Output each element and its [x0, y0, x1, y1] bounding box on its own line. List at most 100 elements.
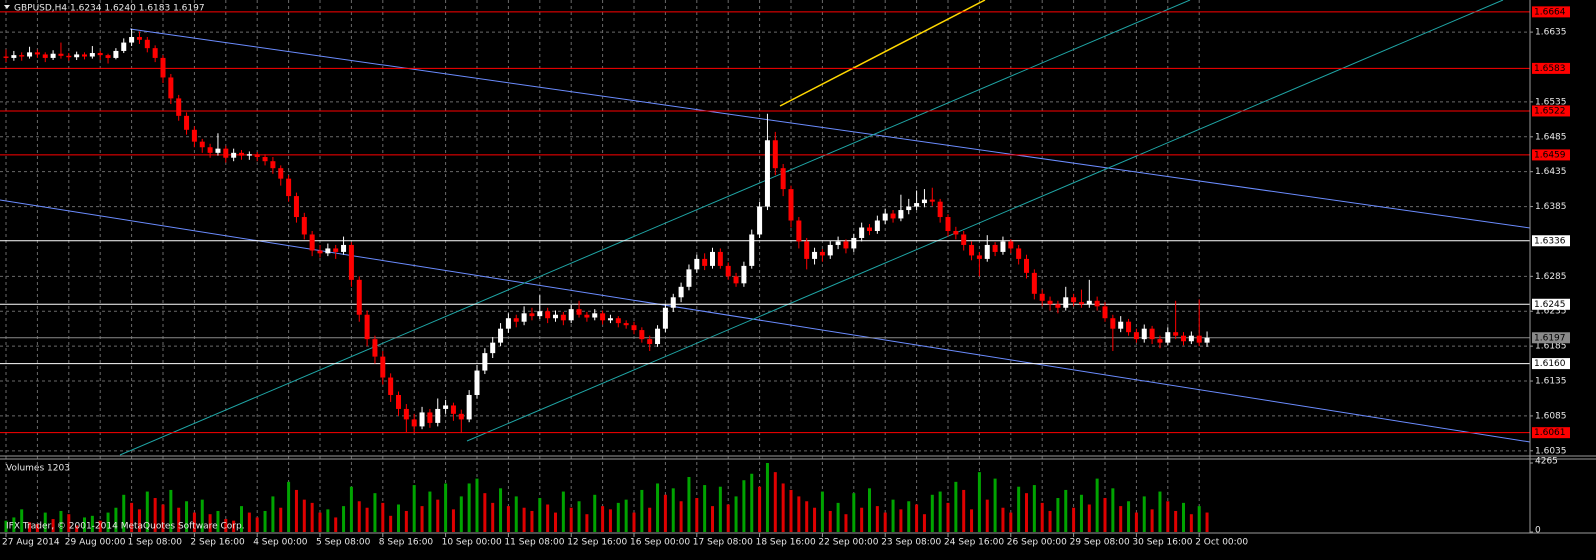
volume-bar — [59, 510, 63, 532]
x-tick-label: 26 Sep 00:00 — [1007, 538, 1067, 548]
volume-bar — [608, 509, 612, 532]
level-label-box — [1532, 298, 1570, 310]
candle-body — [1031, 272, 1037, 294]
candle-body — [812, 251, 818, 259]
y-tick-label: 1.6235 — [1535, 307, 1567, 317]
candle-body — [317, 250, 323, 254]
candle-body — [97, 53, 103, 56]
level-label-box — [1532, 332, 1570, 344]
volume-bar — [687, 476, 691, 532]
volume-bar — [216, 510, 220, 532]
x-tick-label: 12 Sep 16:00 — [567, 538, 627, 548]
candle-body — [388, 377, 394, 395]
volume-bar — [334, 517, 338, 532]
candle-body — [50, 53, 56, 58]
candle-body — [262, 157, 268, 162]
candle-body — [584, 314, 590, 318]
candle-body — [1188, 335, 1194, 342]
level-label-box — [1532, 427, 1570, 439]
candle-body — [749, 234, 755, 266]
candle-body — [725, 265, 731, 277]
candle-body — [741, 265, 747, 284]
candle-body — [545, 311, 551, 319]
volume-bar — [561, 491, 565, 532]
candle-body — [450, 405, 456, 414]
volume-bar — [1103, 498, 1107, 532]
volume-bar — [616, 502, 620, 532]
candle-body — [246, 154, 252, 156]
volume-bar — [192, 512, 196, 532]
candle-body — [105, 55, 111, 58]
candle-body — [576, 309, 582, 315]
candle-body — [1133, 332, 1139, 340]
volume-bar — [836, 502, 840, 532]
candle-body — [560, 314, 566, 321]
x-tick-label: 29 Aug 00:00 — [65, 538, 126, 548]
volume-tick-label: 0 — [1535, 526, 1541, 536]
volume-bar — [773, 472, 777, 532]
volume-bar — [279, 507, 283, 532]
level-label-box — [1532, 6, 1570, 18]
candle-body — [396, 394, 401, 409]
volume-bar — [130, 502, 134, 532]
candle-body — [529, 313, 535, 317]
volume-bar — [546, 504, 550, 532]
volume-bar — [1189, 514, 1193, 532]
volume-bar — [962, 489, 966, 532]
candle-body — [553, 314, 558, 319]
x-tick-label: 22 Sep 00:00 — [818, 538, 878, 548]
volume-bar — [491, 502, 495, 532]
channel-line — [466, 0, 1504, 442]
candle-body — [199, 141, 205, 148]
volume-bar — [930, 494, 934, 532]
volume-bar — [1009, 512, 1013, 532]
volume-bar — [593, 494, 597, 532]
candle-body — [890, 213, 896, 219]
volume-bar — [137, 509, 141, 532]
level-label-box — [1532, 105, 1570, 117]
x-tick-label: 27 Aug 2014 — [2, 538, 60, 548]
volume-bar — [522, 507, 526, 532]
candle-body — [1047, 300, 1053, 305]
volume-bar — [938, 491, 942, 532]
volume-bar — [381, 502, 385, 532]
x-tick-label: 8 Sep 16:00 — [379, 538, 434, 548]
level-label: 1.6061 — [1534, 428, 1566, 438]
candle-body — [129, 36, 135, 43]
x-tick-label: 2 Sep 16:00 — [190, 538, 245, 548]
candle-body — [403, 408, 409, 420]
candle-body — [42, 54, 48, 58]
candle-body — [356, 279, 362, 315]
volume-bar — [711, 506, 714, 532]
volume-bar — [263, 510, 267, 532]
candle-body — [333, 248, 339, 252]
candle-body — [953, 230, 959, 235]
volume-bar — [287, 481, 291, 532]
candle-body — [191, 129, 197, 142]
volume-bar — [703, 485, 707, 532]
candle-body — [1165, 332, 1171, 343]
volume-bar — [954, 481, 958, 532]
volume-bar — [577, 501, 581, 532]
menu-triangle[interactable] — [4, 5, 10, 9]
volume-bar — [632, 512, 636, 532]
candle-body — [19, 55, 25, 57]
candle-body — [458, 413, 464, 420]
copyright: IFX Trader, © 2001-2014 MetaQuotes Softw… — [6, 522, 245, 532]
candle-body — [82, 54, 87, 57]
candle-body — [921, 199, 927, 204]
volume-bar — [1197, 506, 1201, 532]
volume-bar — [805, 501, 809, 532]
volume-bar — [1048, 510, 1052, 532]
volume-bar — [883, 512, 887, 532]
volume-bar — [601, 506, 605, 532]
y-tick-label: 1.6185 — [1535, 342, 1567, 352]
volume-bar — [397, 504, 400, 532]
candle-body — [859, 227, 865, 238]
volume-bar — [1127, 501, 1131, 532]
volume-bar — [860, 507, 864, 532]
candle-body — [58, 53, 64, 56]
volume-bar — [326, 509, 330, 532]
volume-bar — [530, 510, 534, 532]
candle-body — [623, 323, 629, 326]
